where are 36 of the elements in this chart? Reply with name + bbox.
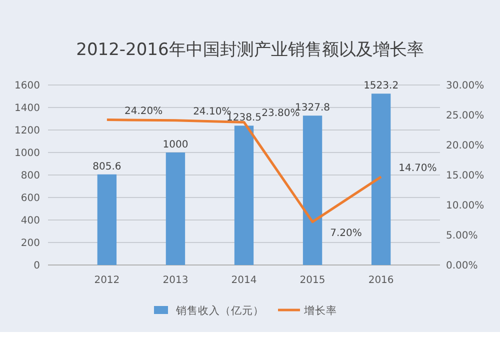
chart-title: 2012-2016年中国封测产业销售额以及增长率 <box>76 40 424 60</box>
bar <box>234 126 254 265</box>
y2-tick-label: 5.00% <box>446 230 478 242</box>
y2-tick-label: 25.00% <box>446 110 484 122</box>
y-tick-label: 1200 <box>14 126 40 136</box>
data-label: 1523.2 <box>364 80 399 92</box>
x-tick-label: 2013 <box>162 275 188 286</box>
y-tick-label: 400 <box>20 216 40 226</box>
data-label: 805.6 <box>92 161 122 172</box>
legend-label: 销售收入（亿元） <box>175 304 264 317</box>
y-tick-label: 0 <box>34 260 40 272</box>
x-tick-label: 2014 <box>231 275 257 286</box>
y-tick-label: 1000 <box>14 148 40 159</box>
data-label: 24.20% <box>124 106 163 117</box>
x-tick-label: 2015 <box>300 275 326 286</box>
x-tick-label: 2012 <box>94 275 120 286</box>
bar <box>302 116 322 265</box>
y-tick-label: 1400 <box>14 103 40 114</box>
bar <box>97 174 117 265</box>
y2-tick-label: 30.00% <box>446 80 484 92</box>
y-tick-label: 200 <box>20 238 40 249</box>
y2-tick-label: 20.00% <box>446 140 484 152</box>
bar <box>371 94 391 265</box>
y-tick-label: 800 <box>20 170 40 182</box>
y-tick-label: 1600 <box>14 80 40 92</box>
y2-tick-label: 15.00% <box>446 170 484 182</box>
y-tick-label: 600 <box>20 193 40 204</box>
data-label: 7.20% <box>330 228 362 239</box>
y2-tick-label: 0.00% <box>446 260 478 272</box>
data-label: 14.70% <box>398 162 437 174</box>
legend-label: 增长率 <box>303 304 337 317</box>
data-label: 1000 <box>162 140 188 150</box>
y2-tick-label: 10.00% <box>446 200 484 212</box>
x-tick-label: 2016 <box>368 275 394 286</box>
data-label: 23.80% <box>262 108 300 120</box>
bar <box>166 152 186 265</box>
